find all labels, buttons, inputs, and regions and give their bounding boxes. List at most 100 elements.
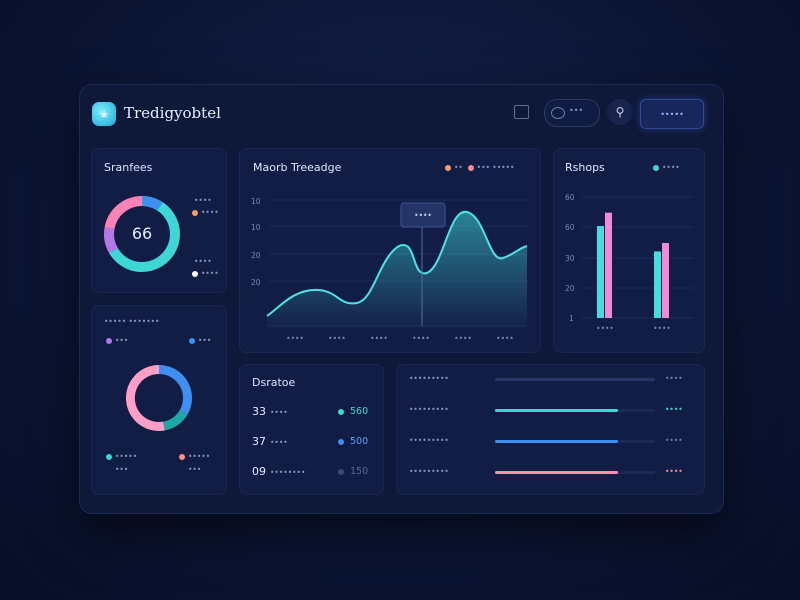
trend-xtick-3: •••• [370, 334, 388, 343]
devices-row-2[interactable]: 37 •••• 500 [252, 435, 377, 451]
pie-bottom-legend-1-label: ••••• [115, 452, 138, 461]
user-avatar-icon[interactable]: ⚲ [607, 99, 633, 125]
progress-row-3[interactable]: ••••••••• •••• [409, 436, 699, 450]
devices-row-1-num: 33 [252, 405, 266, 418]
progress-card: ••••••••• •••• ••••••••• •••• ••••••••• … [396, 364, 705, 495]
devices-row-3-label: •••••••• [270, 468, 306, 477]
pie-top-legend-2-dot [189, 338, 195, 344]
bars-card-title: Rshops [565, 161, 605, 174]
bars-ytick-1: 60 [565, 193, 575, 202]
bars-ytick-2: 60 [565, 223, 575, 232]
progress-row-1[interactable]: ••••••••• •••• [409, 374, 699, 388]
progress-row-3-label: ••••••••• [409, 436, 449, 445]
bars-ytick-4: 20 [565, 284, 575, 293]
trend-legend: •• ••• ••••• [445, 163, 514, 172]
pie-segment-pink [125, 365, 165, 431]
devices-row-1-value: 560 [350, 406, 369, 417]
stats-item-2-dot [192, 271, 198, 277]
pie-top-legend-2: ••• [189, 336, 211, 345]
pie-card-title: ••••• ••••••• [104, 317, 160, 326]
app-logo-icon: ★ [92, 102, 116, 126]
trend-xtick-5: •••• [454, 334, 472, 343]
trend-ytick-2: 10 [251, 223, 261, 232]
devices-row-2-label: •••• [270, 438, 288, 447]
pie-donut-chart [125, 365, 193, 431]
top-bar: ★ Tredigyobtel ••• ⚲ ••••• [80, 85, 723, 143]
stats-item-2-value: •••• [201, 269, 219, 278]
primary-button[interactable]: ••••• [640, 99, 704, 129]
progress-row-2-track [495, 409, 655, 412]
pie-bottom-legend-1-value: ••• [115, 465, 129, 474]
progress-row-2[interactable]: ••••••••• •••• [409, 405, 699, 419]
pie-bottom-legend-2: ••••• [179, 452, 210, 461]
trend-legend-1-dot [445, 165, 451, 171]
donut-segment-pink [104, 196, 143, 230]
trend-ytick-3: 20 [251, 251, 261, 260]
progress-row-1-value: •••• [665, 374, 683, 383]
search-label: ••• [569, 106, 584, 115]
stats-item-1-label: •••• [194, 196, 212, 205]
devices-row-3-dot [338, 469, 344, 475]
pie-card: ••••• ••••••• ••• ••• ••••• ••• ••••• ••… [91, 305, 227, 495]
trend-legend-2-label: ••• ••••• [476, 163, 515, 172]
bars-ytick-5: 1 [569, 314, 574, 323]
stats-item-1-dot [192, 210, 198, 216]
progress-row-2-value: •••• [665, 405, 683, 414]
search-pill[interactable]: ••• [544, 99, 600, 127]
devices-row-1-label: •••• [270, 408, 288, 417]
progress-row-1-label: ••••••••• [409, 374, 449, 383]
app-title: Tredigyobtel [124, 104, 221, 122]
devices-card-title: Dsratoe [252, 376, 296, 389]
devices-card: Dsratoe 33 •••• 560 37 •••• 500 09 •••••… [239, 364, 384, 495]
trend-legend-1-label: •• [454, 163, 463, 172]
pie-bottom-legend-2-label: ••••• [188, 452, 211, 461]
bar-group-2-cyan [654, 251, 661, 318]
bar-group-1-cyan [597, 226, 604, 318]
progress-row-3-fill [495, 440, 619, 443]
bars-ytick-3: 30 [565, 254, 575, 263]
pie-top-legend-2-label: ••• [198, 336, 212, 345]
progress-row-4-fill [495, 471, 619, 474]
devices-row-3[interactable]: 09 •••••••• 150 [252, 465, 377, 481]
progress-row-2-fill [495, 409, 619, 412]
stats-donut-chart [104, 196, 180, 272]
progress-row-2-label: ••••••••• [409, 405, 449, 414]
devices-row-2-dot [338, 439, 344, 445]
bars-chart: 60 60 30 20 1 •••• •••• [565, 193, 693, 333]
pie-bottom-legend-2-value: ••• [188, 465, 202, 474]
bars-legend-dot [653, 165, 659, 171]
devices-row-2-value: 500 [350, 436, 369, 447]
devices-row-3-num: 09 [252, 465, 266, 478]
devices-row-2-num: 37 [252, 435, 266, 448]
progress-row-4[interactable]: ••••••••• •••• [409, 467, 699, 481]
donut-segment-blue [141, 196, 163, 211]
donut-segment-cyan [109, 196, 180, 272]
donut-center-value: 66 [131, 224, 153, 243]
window-icon[interactable] [514, 105, 529, 119]
trend-line [266, 210, 528, 317]
pie-top-legend-1-dot [106, 338, 112, 344]
bars-xtick-2: •••• [653, 324, 671, 333]
trend-ytick-1: 10 [251, 197, 261, 206]
stats-item-2-label: •••• [194, 257, 212, 266]
progress-row-3-value: •••• [665, 436, 683, 445]
progress-row-4-value: •••• [665, 467, 683, 476]
pie-segment-blue [159, 365, 193, 415]
stats-item-1-value: •••• [201, 208, 219, 217]
devices-row-1[interactable]: 33 •••• 560 [252, 405, 377, 421]
dashboard-window: ★ Tredigyobtel ••• ⚲ ••••• Sranfees 66 •… [80, 85, 723, 513]
trend-tooltip: •••• [414, 211, 432, 220]
donut-segment-purple [104, 227, 118, 253]
bar-group-2-pink [662, 242, 669, 318]
trend-ytick-4: 20 [251, 278, 261, 287]
trend-legend-2-dot [467, 165, 474, 171]
devices-row-3-value: 150 [350, 466, 369, 477]
trend-line-chart: 10 10 20 20 •••• •••• •••• •••• •••• •••… [251, 197, 529, 343]
trend-card: Maorb Treeadge •• ••• ••••• 10 10 20 [239, 148, 541, 353]
trend-xtick-6: •••• [496, 334, 514, 343]
pie-hole [145, 384, 173, 412]
pie-bottom-legend-1-dot [106, 454, 112, 460]
stats-card-title: Sranfees [104, 161, 153, 174]
trend-area [267, 211, 527, 328]
pie-segment-teal [163, 410, 188, 431]
